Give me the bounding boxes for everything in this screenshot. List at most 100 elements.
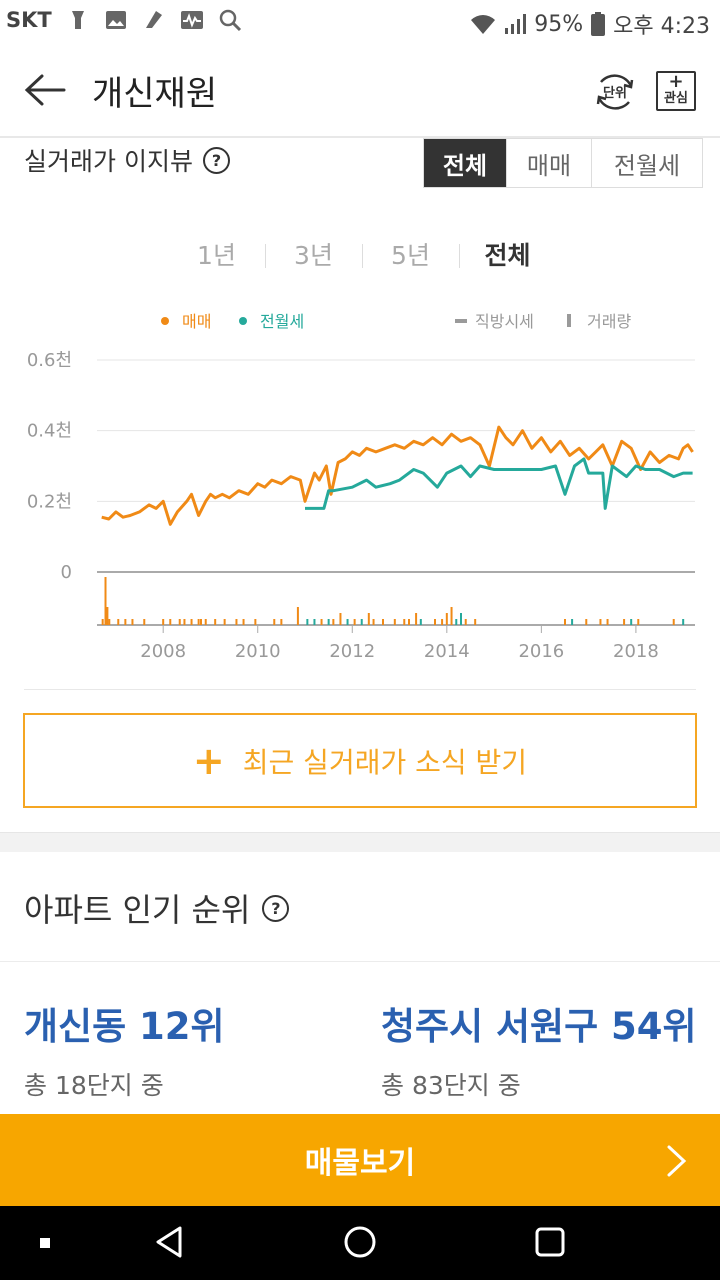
tab-sale[interactable]: 매매 xyxy=(506,139,591,187)
volume-bar xyxy=(320,619,323,625)
rank-sub: 총 18단지 중 xyxy=(24,1071,164,1100)
volume-bar xyxy=(672,619,675,625)
volume-bar xyxy=(455,619,458,625)
volume-bar xyxy=(117,619,120,625)
volume-bar xyxy=(223,619,226,625)
x-tick-label: 2008 xyxy=(140,641,186,662)
x-tick-label: 2016 xyxy=(518,641,564,662)
volume-bar xyxy=(306,619,309,625)
add-favorite-button[interactable]: + 관심 xyxy=(656,71,696,111)
volume-bar xyxy=(434,619,436,625)
x-tick-label: 2014 xyxy=(424,641,470,662)
price-section-title-text: 실거래가 이지뷰 xyxy=(24,147,193,176)
arrow-left-icon[interactable] xyxy=(22,68,68,112)
period-tab-5y[interactable]: 5년 xyxy=(362,236,459,276)
volume-bar xyxy=(682,619,685,625)
nav-home-icon[interactable] xyxy=(343,1225,377,1259)
signal-icon xyxy=(505,14,527,34)
period-tabs: 1년 3년 5년 전체 xyxy=(168,236,556,276)
volume-bar xyxy=(143,619,146,625)
plus-icon: + xyxy=(192,738,225,783)
battery-percent: 95% xyxy=(534,11,584,37)
volume-bar xyxy=(403,619,406,625)
volume-bar xyxy=(460,613,462,625)
view-listings-button[interactable]: 매물보기 xyxy=(0,1114,720,1206)
x-tick-label: 2018 xyxy=(613,641,659,662)
nav-back-icon[interactable] xyxy=(152,1224,186,1260)
chart-divider xyxy=(24,689,696,690)
app-header: 개신재원 단위 + 관심 xyxy=(0,44,720,138)
subscribe-button[interactable]: + 최근 실거래가 소식 받기 xyxy=(23,713,697,808)
subscribe-label: 최근 실거래가 소식 받기 xyxy=(242,745,528,779)
clock: 오후 4:23 xyxy=(613,14,710,39)
price-section-title: 실거래가 이지뷰 ? xyxy=(24,142,230,178)
tab-rent[interactable]: 전월세 xyxy=(591,139,702,187)
volume-bar xyxy=(214,619,217,625)
nav-indicator xyxy=(40,1238,50,1248)
legend-label: 전월세 xyxy=(260,312,304,331)
volume-bar xyxy=(190,619,193,625)
status-bar: SKT 95% 오후 4:23 xyxy=(0,0,720,44)
legend-marker xyxy=(239,317,247,325)
volume-bar xyxy=(585,619,588,625)
volume-bar xyxy=(169,619,172,625)
wifi-icon xyxy=(471,15,496,34)
battery-icon xyxy=(591,12,606,36)
volume-bar xyxy=(254,619,257,625)
period-tab-1y[interactable]: 1년 xyxy=(197,241,236,270)
volume-bar xyxy=(372,619,375,625)
pulse-icon xyxy=(180,11,203,29)
volume-bar xyxy=(637,619,640,625)
series-line-rent xyxy=(305,457,693,510)
status-right: 95% 오후 4:23 xyxy=(470,8,710,40)
volume-bar xyxy=(339,613,342,625)
unit-refresh-icon[interactable]: 단위 xyxy=(593,70,637,114)
volume-bar xyxy=(332,619,335,625)
volume-bar xyxy=(360,619,363,625)
volume-bar xyxy=(242,619,245,625)
app-notification-icon xyxy=(145,11,162,28)
volume-bar xyxy=(101,619,104,625)
volume-bar xyxy=(327,619,330,625)
period-tab-all[interactable]: 전체 xyxy=(459,236,556,276)
volume-bar xyxy=(445,613,448,625)
x-tick-label: 2012 xyxy=(329,641,375,662)
volume-bar xyxy=(630,619,633,625)
rank-item-dong: 개신동 12위 총 18단지 중 xyxy=(24,996,225,1102)
volume-bar xyxy=(393,619,396,625)
flashlight-icon xyxy=(71,11,84,29)
volume-bar xyxy=(450,607,453,625)
volume-bar xyxy=(441,619,444,625)
rank-item-gu: 청주시 서원구 54위 총 83단지 중 xyxy=(381,996,697,1102)
volume-bar xyxy=(235,619,238,625)
volume-bar xyxy=(415,613,418,625)
nav-recent-apps-icon[interactable] xyxy=(534,1226,566,1258)
volume-bar xyxy=(162,619,165,625)
rank-main: 청주시 서원구 54위 xyxy=(381,1005,697,1048)
y-tick-label: 0.2천 xyxy=(27,491,72,512)
legend-marker xyxy=(455,319,467,323)
volume-bar xyxy=(382,619,384,625)
volume-bar xyxy=(204,619,207,625)
y-tick-label: 0 xyxy=(61,562,72,583)
period-tab-3y[interactable]: 3년 xyxy=(265,236,362,276)
gallery-icon xyxy=(105,11,126,29)
volume-bar xyxy=(419,619,422,625)
y-tick-label: 0.4천 xyxy=(27,421,72,442)
question-circle-icon[interactable]: ? xyxy=(202,146,230,174)
volume-bar xyxy=(313,619,316,625)
section-separator xyxy=(0,832,720,852)
carrier-label: SKT xyxy=(6,8,52,32)
search-zoom-icon xyxy=(219,9,241,32)
ranking-title: 아파트 인기 순위 ? xyxy=(24,885,290,931)
volume-bar xyxy=(408,619,410,625)
y-tick-label: 0.6천 xyxy=(27,350,72,371)
volume-bar xyxy=(564,619,566,625)
tab-all[interactable]: 전체 xyxy=(424,139,506,187)
legend-marker xyxy=(567,314,571,327)
price-chart: 매매 전월세 직방시세 거래량 0.6천 0.4천 0.2천 0 2008 2010 2012 201… xyxy=(27,312,695,662)
volume-bar xyxy=(197,619,200,625)
ranking-title-text: 아파트 인기 순위 xyxy=(24,891,251,929)
question-circle-icon[interactable]: ? xyxy=(262,894,290,922)
volume-bar xyxy=(131,619,134,625)
